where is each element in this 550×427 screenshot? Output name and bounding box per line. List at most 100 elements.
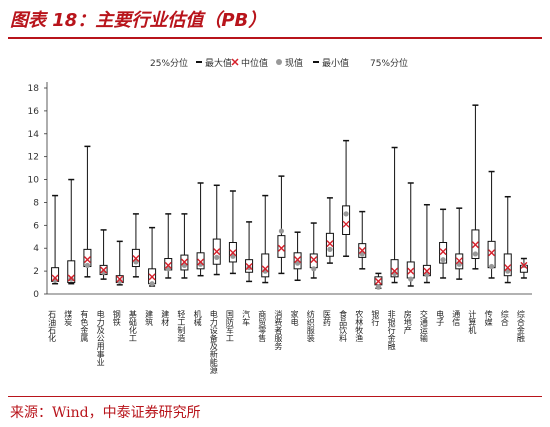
legend-max-marker (196, 61, 202, 63)
category-label: 国防军工 (225, 310, 234, 342)
box-29 (519, 257, 528, 279)
legend-label: 75%分位 (370, 57, 408, 69)
footer-rule (8, 396, 542, 397)
category-label: 钢铁 (112, 309, 121, 327)
category-label: 非银行金融 (387, 309, 396, 351)
box-19 (358, 210, 367, 270)
median-marker (277, 244, 285, 252)
median-marker (180, 258, 188, 266)
iqr-box (503, 253, 512, 277)
current-marker (311, 266, 317, 272)
y-tick-label: 18 (28, 84, 40, 94)
category-label: 建筑 (145, 309, 154, 327)
current-marker (488, 263, 495, 270)
median-marker (310, 256, 318, 264)
category-label: 传媒 (484, 309, 493, 327)
box-15 (293, 231, 302, 282)
box-25 (455, 207, 464, 280)
category-label: 基础化工 (128, 309, 137, 342)
median-marker (455, 257, 463, 265)
median-marker (148, 273, 156, 281)
median-marker (520, 261, 528, 269)
median-marker (439, 248, 447, 256)
median-marker (374, 277, 382, 285)
category-label: 农林牧渔 (355, 309, 364, 342)
median-marker (261, 265, 269, 273)
iqr-box (390, 259, 399, 278)
current-marker (472, 251, 479, 257)
y-tick-label: 2 (33, 267, 39, 277)
median-marker (391, 267, 399, 275)
box-26 (471, 104, 480, 270)
current-marker (440, 257, 446, 263)
median-marker (504, 264, 512, 272)
legend-min-marker (313, 61, 319, 63)
median-marker (116, 275, 124, 283)
chart-legend: 25%分位 最大值 中位值 现值 最小值 75%分位 (150, 57, 408, 69)
iqr-box (67, 260, 76, 284)
iqr-box (342, 205, 351, 235)
y-tick-label: 6 (33, 221, 39, 231)
box-plot-chart: 25%分位 最大值 中位值 现值 最小值 75%分位 0 2 4 6 8 10 12 14 16 18 石油… (28, 57, 532, 375)
legend-label: 最小值 (322, 57, 349, 69)
current-marker (84, 262, 91, 268)
box-3 (99, 229, 108, 280)
box-9 (196, 182, 205, 277)
median-marker (213, 248, 221, 256)
y-tick-label: 12 (28, 153, 39, 163)
source-note: 来源：Wind，中泰证券研究所 (10, 405, 201, 421)
box-20 (374, 272, 383, 290)
current-marker (149, 281, 155, 287)
iqr-box (406, 261, 415, 279)
box-16 (309, 222, 318, 279)
box-17 (325, 197, 334, 264)
category-label: 医药 (322, 310, 331, 327)
category-label: 有色金属 (80, 309, 89, 343)
chart-axes: 0 2 4 6 8 10 12 14 16 18 (28, 82, 532, 300)
box-21 (390, 146, 399, 284)
current-marker (327, 246, 333, 252)
category-label: 轻工制造 (177, 309, 186, 343)
y-tick-label: 10 (28, 176, 40, 186)
legend-label: 现值 (285, 57, 303, 69)
box-0 (51, 194, 60, 285)
median-marker (100, 266, 108, 274)
median-marker (51, 274, 59, 282)
current-marker (375, 284, 382, 290)
box-23 (422, 203, 431, 284)
box-11 (228, 190, 237, 275)
current-marker (408, 276, 414, 282)
page-title: 图表 18：主要行业估值（PB） (10, 10, 267, 31)
category-label: 汽车 (242, 309, 251, 327)
median-marker (164, 261, 172, 269)
title-rule (8, 37, 542, 39)
box-4 (115, 240, 124, 286)
iqr-box (261, 253, 270, 278)
current-marker (278, 228, 285, 234)
y-tick-label: 16 (28, 107, 40, 117)
iqr-box (439, 242, 448, 264)
median-marker (294, 256, 302, 264)
box-5 (131, 213, 140, 278)
category-label: 消费者服务 (274, 309, 283, 351)
median-marker (342, 220, 350, 228)
box-28 (503, 195, 512, 284)
median-marker (132, 255, 140, 263)
category-label: 计算机 (468, 309, 477, 335)
category-label: 建材 (161, 309, 170, 326)
legend-label: 中位值 (241, 57, 268, 69)
y-tick-label: 8 (33, 198, 39, 208)
current-marker (68, 276, 74, 282)
box-12 (245, 221, 254, 283)
box-7 (164, 213, 173, 279)
box-14 (277, 175, 286, 275)
category-label: 银行 (371, 309, 380, 327)
iqr-box (309, 253, 318, 269)
box-8 (180, 213, 189, 279)
box-6 (148, 226, 157, 287)
category-label: 机械 (193, 309, 202, 327)
y-tick-label: 14 (28, 130, 40, 140)
box-2 (83, 145, 92, 278)
y-tick-label: 0 (33, 290, 39, 300)
median-marker (83, 256, 91, 264)
